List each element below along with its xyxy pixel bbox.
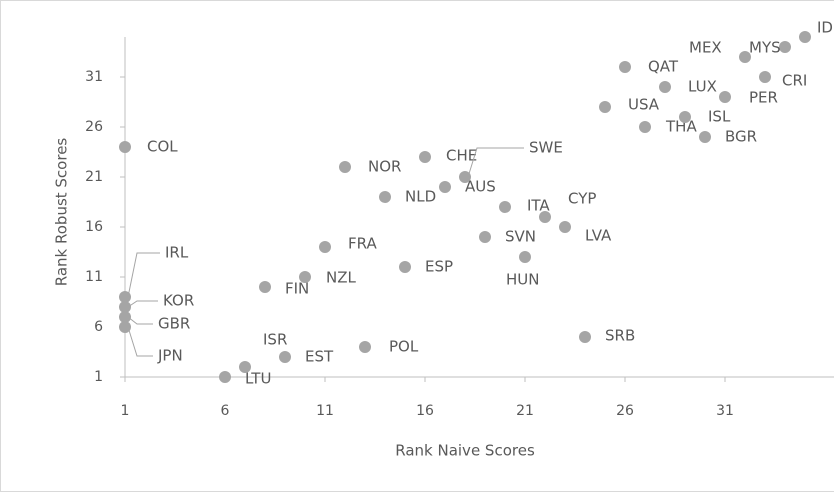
point-label: EST bbox=[305, 348, 334, 366]
point-label: SRB bbox=[605, 327, 635, 345]
point-label: CRI bbox=[782, 72, 807, 90]
point bbox=[279, 351, 291, 363]
leader-line bbox=[127, 300, 158, 308]
point bbox=[719, 91, 731, 103]
point-label: ITA bbox=[527, 197, 550, 215]
point bbox=[119, 321, 131, 333]
x-tick-label: 6 bbox=[221, 403, 230, 419]
point bbox=[619, 61, 631, 73]
leader-line bbox=[467, 147, 524, 178]
point bbox=[759, 71, 771, 83]
point bbox=[539, 211, 551, 223]
point-label: QAT bbox=[648, 58, 679, 76]
y-tick-label: 26 bbox=[85, 119, 103, 135]
leader-line bbox=[127, 316, 153, 325]
point-label: NLD bbox=[405, 188, 436, 206]
point bbox=[419, 151, 431, 163]
point-label: POL bbox=[389, 338, 419, 356]
point bbox=[479, 231, 491, 243]
point bbox=[579, 331, 591, 343]
point-label: CHE bbox=[446, 147, 477, 165]
point-label: SWE bbox=[529, 139, 563, 157]
point-label: LVA bbox=[585, 227, 612, 245]
point bbox=[739, 51, 751, 63]
point bbox=[779, 41, 791, 53]
x-tick-label: 21 bbox=[516, 403, 534, 419]
point-label: FRA bbox=[348, 235, 377, 253]
leader-line bbox=[127, 252, 160, 298]
point-label: NZL bbox=[326, 269, 356, 287]
point-label: SVN bbox=[505, 228, 536, 246]
point-label: FIN bbox=[285, 280, 309, 298]
point bbox=[259, 281, 271, 293]
point-label: COL bbox=[147, 138, 178, 156]
point bbox=[559, 221, 571, 233]
y-tick-label: 21 bbox=[85, 169, 103, 185]
point bbox=[359, 341, 371, 353]
point bbox=[299, 271, 311, 283]
x-tick-label: 11 bbox=[316, 403, 334, 419]
point bbox=[679, 111, 691, 123]
point bbox=[599, 101, 611, 113]
point bbox=[339, 161, 351, 173]
x-axis-title: Rank Naive Scores bbox=[395, 442, 535, 460]
point bbox=[459, 171, 471, 183]
y-axis-title: Rank Robust Scores bbox=[53, 138, 71, 287]
point bbox=[119, 291, 131, 303]
point-label: AUS bbox=[465, 178, 496, 196]
point-label: KOR bbox=[163, 292, 194, 310]
point-label: ESP bbox=[425, 258, 453, 276]
point-label: PER bbox=[749, 89, 778, 107]
point-label: GBR bbox=[158, 315, 190, 333]
point bbox=[119, 301, 131, 313]
y-tick-label: 1 bbox=[94, 369, 103, 385]
y-tick-label: 16 bbox=[85, 219, 103, 235]
point-label: MYS bbox=[749, 39, 781, 57]
point bbox=[119, 141, 131, 153]
point-label: IDN bbox=[817, 19, 834, 37]
point bbox=[659, 81, 671, 93]
point-label: ISL bbox=[708, 108, 731, 126]
point-label: CYP bbox=[568, 190, 596, 208]
x-tick-label: 26 bbox=[616, 403, 634, 419]
point bbox=[239, 361, 251, 373]
point-label: USA bbox=[628, 96, 660, 114]
point bbox=[799, 31, 811, 43]
x-tick-label: 16 bbox=[416, 403, 434, 419]
point-label: JPN bbox=[157, 347, 183, 365]
point-label: THA bbox=[665, 118, 697, 136]
point bbox=[379, 191, 391, 203]
point bbox=[439, 181, 451, 193]
point-label: LUX bbox=[688, 78, 717, 96]
point-label: IRL bbox=[165, 244, 189, 262]
point-label: BGR bbox=[725, 128, 757, 146]
point bbox=[519, 251, 531, 263]
point-label: LTU bbox=[245, 370, 271, 388]
point bbox=[319, 241, 331, 253]
point bbox=[219, 371, 231, 383]
y-tick-label: 6 bbox=[94, 319, 103, 335]
x-tick-label: 31 bbox=[716, 403, 734, 419]
point bbox=[699, 131, 711, 143]
leader-line bbox=[127, 326, 153, 357]
y-tick-label: 31 bbox=[85, 69, 103, 85]
point-label: MEX bbox=[689, 39, 722, 57]
point bbox=[119, 311, 131, 323]
point bbox=[499, 201, 511, 213]
point-label: HUN bbox=[506, 271, 539, 289]
point bbox=[639, 121, 651, 133]
y-tick-label: 11 bbox=[85, 269, 103, 285]
point-label: ISR bbox=[263, 331, 287, 349]
point-label: NOR bbox=[368, 158, 401, 176]
x-tick-label: 1 bbox=[121, 403, 130, 419]
point bbox=[399, 261, 411, 273]
